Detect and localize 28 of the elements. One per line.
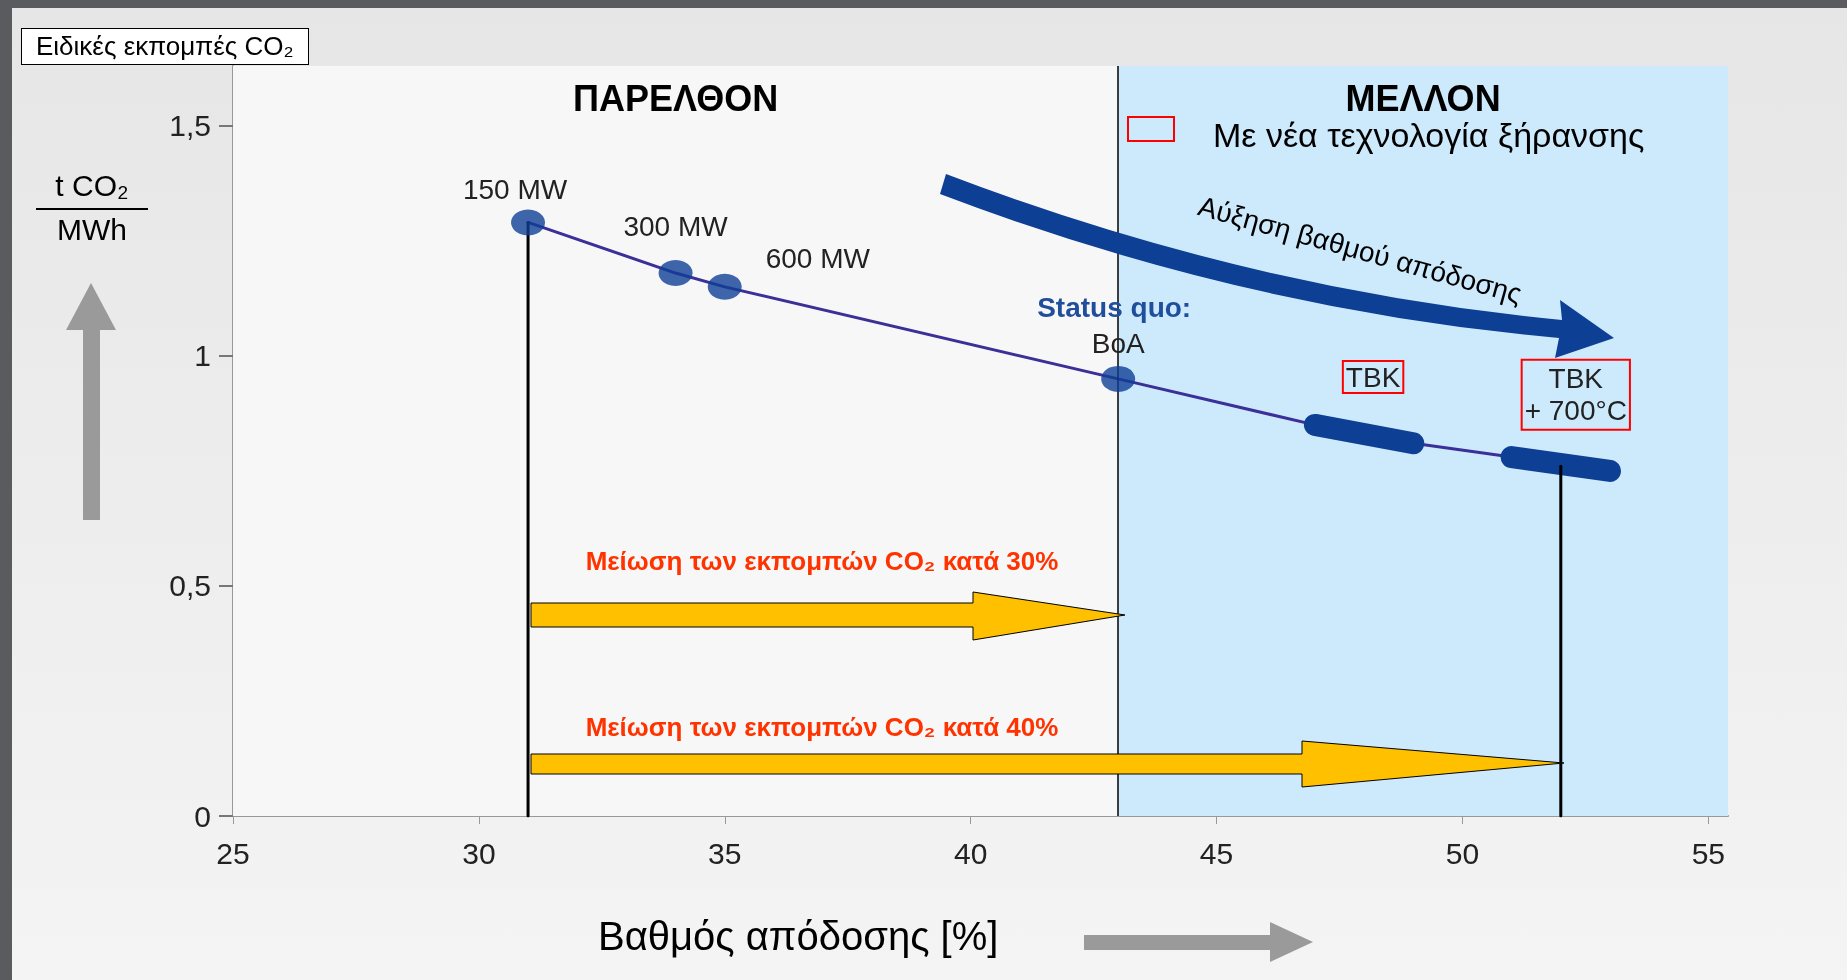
annotation: 300 MW xyxy=(623,210,729,242)
point xyxy=(511,209,546,236)
annotation: TBK + 700°C xyxy=(1524,363,1627,427)
band-label: ΠΑΡΕΛΘΟΝ xyxy=(573,77,779,119)
y-tick-label: 0 xyxy=(194,799,211,833)
y-tick-label: 0,5 xyxy=(169,569,211,603)
x-tick-label: 45 xyxy=(1199,836,1234,870)
x-tick-label: 35 xyxy=(708,836,742,870)
annotation: TBK xyxy=(1345,361,1401,393)
annotation: Μείωση των εκπομπών CO₂ κατά 40% xyxy=(585,712,1059,742)
x-tick-label: 30 xyxy=(462,836,496,870)
x-tick-label: 55 xyxy=(1691,836,1726,870)
chart-title: Ειδικές εκπομπές CO₂ xyxy=(21,28,309,65)
y-tick-label: 1,5 xyxy=(169,109,211,143)
y-tick-label: 1 xyxy=(194,339,211,373)
annotation: 600 MW xyxy=(765,243,871,275)
x-axis-title: Βαθμός απόδοσης [%] xyxy=(598,914,999,959)
annotation: 150 MW xyxy=(462,173,568,205)
annotation: Μείωση των εκπομπών CO₂ κατά 30% xyxy=(585,546,1059,576)
x-tick-label: 50 xyxy=(1445,836,1480,870)
x-tick-label: 40 xyxy=(953,836,988,870)
point xyxy=(1101,365,1136,392)
point xyxy=(707,273,742,300)
point xyxy=(658,260,693,287)
y-axis-title: t CO₂ MWh xyxy=(54,168,130,248)
x-tick-label: 25 xyxy=(216,836,250,870)
annotation: Με νέα τεχνολογία ξήρανσης xyxy=(1213,116,1645,154)
band-label: ΜΕΛΛΟΝ xyxy=(1345,77,1501,119)
